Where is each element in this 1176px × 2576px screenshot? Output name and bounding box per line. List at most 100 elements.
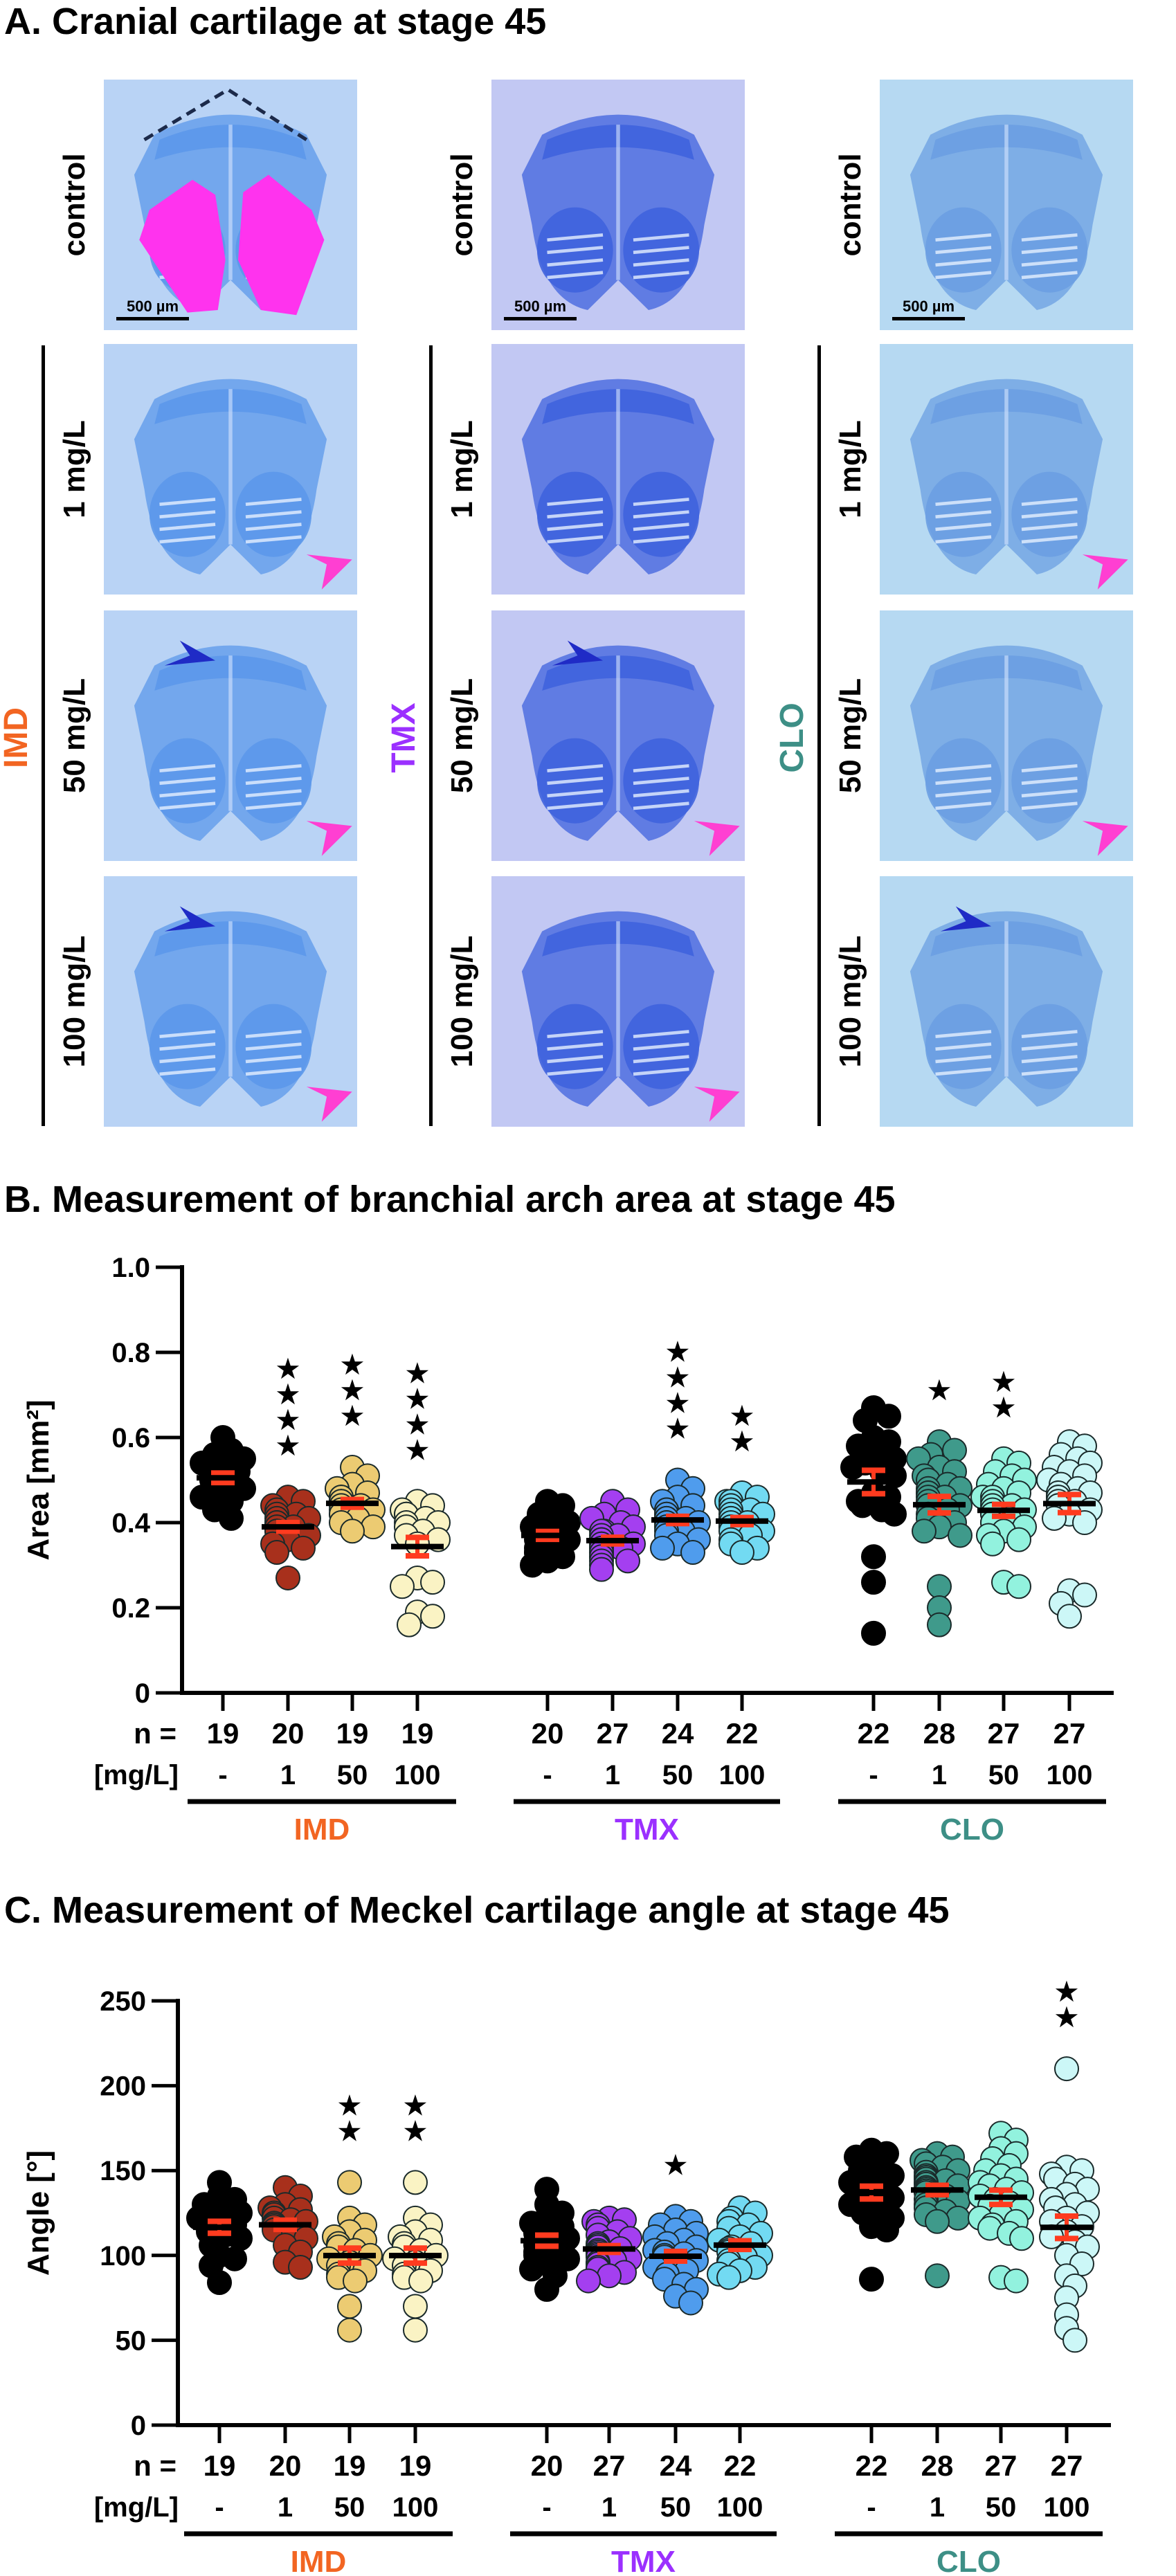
y-tick-label: 0.6 [111,1423,150,1453]
scale-bar-label: 500 µm [902,298,955,315]
treatment-bracket-line [817,345,821,1126]
panel-c-title: C. Measurement of Meckel cartilage angle… [4,1889,950,1931]
data-point [219,1505,244,1531]
cartilage-specimen-image [134,379,352,590]
y-tick-label: 100 [100,2241,146,2271]
significance-star: ★ [275,1352,301,1385]
data-point [1054,2056,1079,2082]
n-value: 20 [532,1717,564,1750]
concentration-value: 1 [932,1760,947,1790]
n-value: 28 [923,1717,956,1750]
data-points-group [1036,1429,1103,1629]
data-points-group [910,2141,970,2289]
significance-star: ★ [402,2114,428,2147]
branchial-area-highlight-left [139,179,226,313]
data-point [403,2317,428,2343]
n-value: 24 [662,1717,694,1750]
data-point [337,2317,362,2343]
cartilage-micrograph: 500 µm [491,80,745,330]
significance-star: ★ [662,2148,689,2181]
treatment-bracket-line [42,345,45,1126]
n-row-label: n = [134,1717,177,1750]
significance-star: ★ [275,1378,301,1411]
concentration-value: 1 [930,2492,945,2523]
concentration-value: 1 [605,1760,620,1790]
data-point [1006,1527,1031,1552]
n-value: 27 [1051,2449,1083,2482]
significance-star: ★ [404,1408,431,1440]
pink-arrowhead-icon [306,1087,352,1122]
data-point [876,1404,901,1429]
cartilage-specimen-image [521,114,715,311]
group-label-tmx: TMX [615,1813,679,1847]
pink-arrowhead-icon [1082,554,1128,590]
significance-star: ★ [926,1374,952,1406]
concentration-value: 100 [719,1760,766,1790]
cartilage-micrograph: 500 µm [104,80,357,330]
significance-star: ★ [1053,1975,1080,2008]
concentration-row-label: [mg/L] [94,2492,179,2523]
data-point [927,1612,952,1638]
scale-bar-line [504,317,577,320]
data-point [520,1552,545,1578]
n-value: 22 [724,2449,757,2482]
cartilage-specimen-image [134,87,327,316]
n-value: 19 [401,1717,434,1750]
cartilage-specimen-image [910,114,1103,311]
data-point [519,2256,544,2282]
n-row-label: n = [134,2449,177,2482]
blue-arrowhead-icon [164,640,216,666]
data-point [650,1535,675,1561]
n-value: 19 [336,1717,369,1750]
cartilage-micrograph [880,344,1133,595]
data-points-group [1039,2056,1100,2353]
data-point [946,2205,970,2231]
data-point [730,1540,754,1566]
data-point [361,1514,386,1540]
data-point [207,2270,232,2296]
group-label-clo: CLO [937,2545,1001,2576]
data-point [925,2208,950,2234]
n-value: 19 [207,1717,239,1750]
area-chart: 0 0.2 0.4 0.6 0.8 1.0 Area [mm²] n = [mg/L] IMD 19… [21,1253,1114,1847]
pink-arrowhead-icon [694,1087,740,1122]
significance-star: ★ [339,1374,365,1406]
pink-arrowhead-icon [306,554,352,590]
concentration-value: 1 [601,2492,617,2523]
panel-b-title: B. Measurement of branchial arch area at… [4,1179,896,1220]
n-value: 20 [531,2449,563,2482]
data-point [859,2267,884,2292]
cartilage-specimen-image [521,379,715,575]
significance-star: ★ [404,1357,431,1389]
group-label-imd: IMD [291,2545,347,2576]
data-point [1062,2328,1087,2353]
data-point [420,1604,445,1629]
data-point [1006,1574,1031,1599]
n-value: 27 [597,1717,629,1750]
y-tick-label: 50 [116,2325,147,2356]
n-value: 27 [1053,1717,1086,1750]
significance-star: ★ [664,1361,691,1394]
concentration-value: - [543,1760,552,1790]
data-point [1072,1582,1097,1608]
cartilage-specimen-image [910,906,1103,1107]
y-tick-label: 150 [100,2156,146,2186]
scale-bar-label: 500 µm [126,298,179,315]
data-point [861,1570,886,1595]
scale-bar-label: 500 µm [514,298,567,315]
significance-star: ★ [990,1391,1017,1424]
cartilage-micrograph [104,344,357,595]
n-value: 27 [988,1717,1020,1750]
concentration-value: 100 [1047,1760,1093,1790]
cartilage-specimen-image [134,640,352,856]
data-point [275,1565,300,1590]
data-point [615,1548,640,1574]
concentration-value: 100 [392,2492,439,2523]
data-point [861,1620,886,1646]
data-point [678,2290,703,2316]
cartilage-micrograph [880,610,1133,861]
data-points-group [576,2205,642,2294]
data-point [291,1535,316,1561]
data-point [397,1612,422,1638]
cartilage-micrograph [104,876,357,1127]
